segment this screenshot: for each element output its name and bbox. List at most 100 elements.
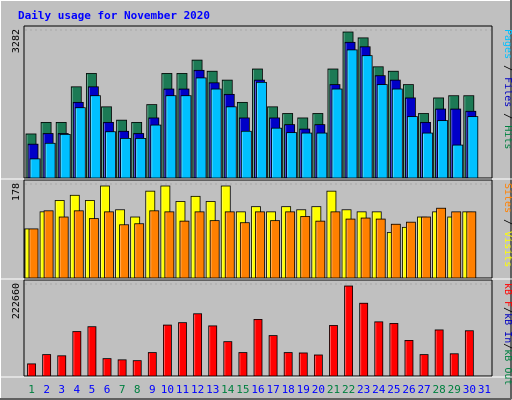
panel-visits-sites-bar-sites-day-6 [104, 211, 114, 279]
panel-kbytes-bar-kb-f-day-10-body [163, 324, 172, 377]
x-label-day-18: 18 [282, 383, 295, 396]
panel-kbytes-legend-part-4: kB Out [502, 349, 512, 385]
panel-visits-sites-bar-sites-day-24-body [375, 218, 386, 279]
panel-visits-sites-bar-sites-day-3-body [58, 216, 69, 279]
panel-kbytes-bar-kb-f-day-28-body [434, 329, 444, 377]
panel-kbytes-bar-kb-f-day-29-body [449, 353, 459, 377]
panel-hits-files-pages-bar-pages-day-2 [44, 142, 56, 179]
panel-visits-sites-bar-sites-day-8 [134, 223, 145, 279]
x-label-day-24: 24 [372, 383, 386, 396]
panel-hits-files-pages-bar-pages-day-24-body [376, 84, 388, 179]
panel-visits-sites-bar-sites-day-5 [88, 218, 99, 279]
panel-visits-sites-bar-sites-day-13 [209, 220, 220, 279]
panel-visits-sites-bar-sites-day-10-body [164, 211, 175, 279]
panel-visits-sites-bar-sites-day-18 [285, 211, 296, 279]
panel-hits-files-pages-bar-pages-day-9 [150, 124, 162, 179]
panel-hits-files-pages-bar-pages-day-1-body [29, 158, 41, 179]
panel-kbytes-bar-kb-f-day-15-body [238, 352, 248, 377]
panel-hits-files-pages-bar-pages-day-5 [89, 95, 101, 179]
panel-kbytes-bar-kb-f-day-27-body [419, 354, 429, 377]
panel-visits-sites-bar-sites-day-20-body [315, 220, 326, 279]
panel-visits-sites-bar-sites-day-4-body [73, 210, 84, 279]
panel-hits-files-pages-bar-pages-day-19 [301, 132, 313, 179]
panel-hits-files-pages-bar-pages-day-12-body [195, 77, 207, 179]
panel-visits-sites-bar-sites-day-4 [73, 210, 84, 279]
panel-kbytes-bar-kb-f-day-17-body [268, 335, 278, 377]
panel-hits-files-pages-bar-pages-day-29-body [452, 144, 464, 179]
panel-kbytes-bar-kb-f-day-13-body [208, 325, 218, 377]
panel-kbytes-bar-kb-f-day-11 [178, 322, 187, 377]
panel-hits-files-pages-bar-pages-day-17-body [271, 127, 282, 179]
panel-hits-files-pages-bar-pages-day-13-body [210, 88, 222, 179]
x-label-day-19: 19 [297, 383, 310, 396]
panel-kbytes-bar-kb-f-day-2-body [42, 354, 52, 377]
panel-hits-files-pages-bar-pages-day-26 [407, 116, 418, 179]
panel-kbytes-bar-kb-f-day-20 [313, 354, 323, 377]
panel-visits-sites-bar-sites-day-2 [43, 210, 54, 279]
panel-visits-sites-bar-sites-day-22 [345, 218, 356, 279]
panel-kbytes-bar-kb-f-day-21 [329, 325, 338, 377]
panel-hits-files-pages-bar-pages-day-24 [376, 84, 388, 179]
panel-kbytes-bar-kb-f-day-7-body [117, 359, 127, 377]
panel-kbytes-bar-kb-f-day-28 [434, 329, 444, 377]
chart-title: Daily usage for November 2020 [18, 9, 210, 22]
x-label-day-23: 23 [357, 383, 370, 396]
x-label-day-4: 4 [74, 383, 81, 396]
panel-visits-sites-bar-sites-day-26-body [406, 221, 416, 279]
x-label-day-27: 27 [417, 383, 430, 396]
panel-hits-files-pages-bar-pages-day-27 [422, 132, 433, 179]
panel-kbytes-bar-kb-f-day-6 [102, 358, 112, 377]
x-label-day-8: 8 [134, 383, 141, 396]
panel-kbytes-bar-kb-f-day-30-body [464, 330, 474, 377]
panel-visits-sites-bar-sites-day-23-body [360, 217, 371, 279]
x-label-day-1: 1 [28, 383, 35, 396]
x-label-day-6: 6 [104, 383, 111, 396]
x-label-day-31: 31 [478, 383, 491, 396]
panel-kbytes-legend-part-3: / [502, 343, 512, 349]
panel-hits-files-pages-bar-pages-day-6-body [105, 131, 116, 179]
panel-kbytes-bar-kb-f-day-18-body [283, 352, 293, 377]
x-label-day-9: 9 [149, 383, 156, 396]
x-label-day-3: 3 [58, 383, 65, 396]
panel-kbytes-bar-kb-f-day-15 [238, 352, 248, 377]
panel-visits-sites-bar-sites-day-14-body [224, 211, 235, 279]
panel-hits-files-pages-bar-pages-day-4 [74, 107, 86, 179]
x-label-day-16: 16 [251, 383, 264, 396]
panel-hits-files-pages-bar-pages-day-30-body [467, 116, 479, 179]
panel-hits-files-pages-legend-part-4: Hits [502, 125, 512, 149]
panel-kbytes-bar-kb-f-day-26-body [404, 340, 414, 377]
panel-kbytes-bar-kb-f-day-19-body [298, 352, 308, 377]
panel-kbytes-bar-kb-f-day-25 [389, 323, 399, 377]
panel-hits-files-pages-bar-pages-day-17 [271, 127, 282, 179]
x-label-day-20: 20 [312, 383, 325, 396]
panel-visits-sites-bar-sites-day-27-body [421, 216, 431, 279]
panel-hits-files-pages-bar-pages-day-15-body [240, 130, 252, 179]
panel-visits-sites-bar-sites-day-15 [239, 222, 250, 279]
panel-hits-files-pages-bar-pages-day-6 [105, 131, 116, 179]
panel-kbytes-bar-kb-f-day-21-body [329, 325, 338, 377]
panel-visits-sites-bar-sites-day-8-body [134, 223, 145, 279]
panel-kbytes-bar-kb-f-day-14 [223, 341, 233, 377]
x-label-day-21: 21 [327, 383, 340, 396]
panel-visits-sites-bar-sites-day-5-body [88, 218, 99, 279]
panel-visits-sites-bar-sites-day-13-body [209, 220, 220, 279]
panel-hits-files-pages-bar-pages-day-28 [437, 120, 449, 179]
panel-visits-sites-bar-sites-day-12 [194, 211, 205, 279]
panel-hits-files-pages-bar-pages-day-22-body [346, 49, 358, 179]
panel-kbytes-bar-kb-f-day-22 [344, 285, 353, 377]
panel-visits-sites-bar-sites-day-21 [330, 211, 341, 279]
panel-hits-files-pages-bar-pages-day-21-body [331, 88, 343, 179]
panel-hits-files-pages-bar-pages-day-13 [210, 88, 222, 179]
panel-visits-sites-bar-sites-day-19-body [300, 216, 311, 279]
panel-kbytes-bar-kb-f-day-24 [374, 321, 384, 377]
panel-kbytes-bar-kb-f-day-3 [57, 355, 67, 377]
panel-kbytes-bar-kb-f-day-29 [449, 353, 459, 377]
panel-kbytes-bar-kb-f-day-5 [87, 326, 97, 377]
panel-hits-files-pages-bar-pages-day-1 [29, 158, 41, 179]
panel-hits-files-pages-bar-pages-day-7 [120, 138, 131, 179]
panel-hits-files-pages-legend-part-2: Files [502, 77, 512, 107]
panel-visits-sites-bar-sites-day-16 [255, 211, 265, 279]
panel-kbytes-bar-kb-f-day-12 [193, 313, 203, 377]
panel-visits-sites-legend-part-2: Visits [502, 231, 512, 267]
panel-kbytes-bar-kb-f-day-25-body [389, 323, 399, 377]
